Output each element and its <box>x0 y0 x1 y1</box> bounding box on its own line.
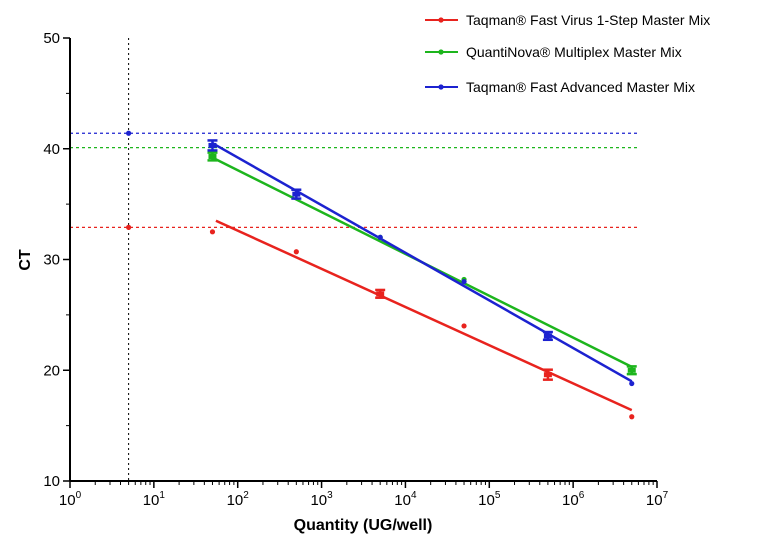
x-tick-label-1: 101 <box>143 490 166 509</box>
x-axis-title: Quantity (UG/well) <box>294 517 433 534</box>
x-tick-label-4: 104 <box>394 490 417 509</box>
x-tick-label-0: 100 <box>59 490 82 509</box>
error-bar-series-0-1 <box>542 368 553 381</box>
legend: Taqman® Fast Virus 1-Step Master Mix Quan… <box>425 12 710 95</box>
legend-label: Taqman® Fast Advanced Master Mix <box>466 79 695 95</box>
error-bar-mean <box>543 333 552 339</box>
error-bar-mean <box>543 372 552 378</box>
data-point-series-2-1 <box>377 234 383 240</box>
x-tick-label-5: 105 <box>478 490 501 509</box>
y-tick-label-3: 40 <box>43 141 60 158</box>
data-point-series-0-2 <box>293 249 299 255</box>
legend-label: QuantiNova® Multiplex Master Mix <box>466 44 682 60</box>
data-point-series-0-3 <box>461 323 467 329</box>
fit-lines <box>211 142 633 412</box>
x-tick-label-3: 103 <box>310 490 333 509</box>
axes <box>69 38 657 482</box>
legend-entry-0: Taqman® Fast Virus 1-Step Master Mix <box>425 12 710 28</box>
legend-swatch-marker <box>438 17 444 23</box>
error-bar-series-2-0 <box>207 139 218 152</box>
error-bar-mean <box>292 191 301 197</box>
data-point-series-0-0 <box>126 224 132 230</box>
data-point-series-0-1 <box>209 229 216 235</box>
data-point-series-2-0 <box>126 130 132 136</box>
data-point-series-2-2 <box>461 279 467 285</box>
data-markers <box>126 130 637 420</box>
error-bar-series-2-1 <box>291 188 302 200</box>
legend-swatch-marker <box>438 49 444 55</box>
x-axis-ticks: 100 101 102 103 104 105 106 107 <box>59 481 669 509</box>
error-bar-series-2-2 <box>542 330 553 342</box>
error-bar-series-1-0 <box>207 151 218 162</box>
error-bar-mean <box>627 367 636 373</box>
data-point-series-2-3 <box>629 380 635 387</box>
legend-entry-1: QuantiNova® Multiplex Master Mix <box>425 44 682 60</box>
y-tick-label-4: 50 <box>43 30 60 47</box>
x-tick-label-6: 106 <box>562 490 585 509</box>
reference-lines <box>70 38 639 481</box>
error-bar-mean <box>208 154 217 160</box>
error-bar-mean <box>208 142 217 148</box>
y-tick-label-0: 10 <box>43 473 60 490</box>
x-tick-label-7: 107 <box>646 490 669 509</box>
error-bar-series-0-0 <box>375 288 386 299</box>
y-tick-label-2: 30 <box>43 252 60 269</box>
error-bar-mean <box>376 291 385 297</box>
legend-swatch-marker <box>438 84 444 90</box>
fit-line-series-2 <box>211 142 633 383</box>
y-axis-ticks: 10 20 30 40 50 <box>43 30 70 490</box>
error-bar-series-1-1 <box>626 365 637 376</box>
y-axis-title: CT <box>17 249 34 271</box>
x-tick-label-2: 102 <box>227 490 250 509</box>
legend-label: Taqman® Fast Virus 1-Step Master Mix <box>466 12 710 28</box>
y-tick-label-1: 20 <box>43 362 60 379</box>
data-point-series-0-4 <box>629 414 635 420</box>
fit-line-series-0 <box>215 219 633 412</box>
legend-entry-2: Taqman® Fast Advanced Master Mix <box>425 79 695 95</box>
